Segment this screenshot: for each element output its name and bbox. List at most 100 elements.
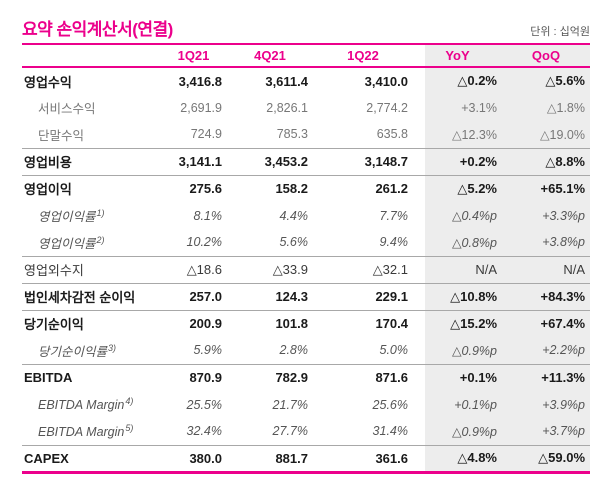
table-row: CAPEX 380.0 881.7 361.6 △4.8% △59.0% bbox=[22, 445, 590, 474]
value-1q21: 3,416.8 bbox=[178, 73, 222, 89]
value-4q21: 3,453.2 bbox=[227, 148, 313, 176]
footnote-marker: 5) bbox=[125, 423, 134, 434]
value-4q21: 21.7% bbox=[272, 397, 308, 412]
value-qoq: +2.2%p bbox=[502, 337, 590, 365]
value-yoy: △4.8% bbox=[413, 445, 502, 474]
value-1q22: 3,148.7 bbox=[313, 148, 413, 176]
value-1q22: 361.6 bbox=[313, 445, 413, 474]
table-body: 영업수익 3,416.8 3,611.4 3,410.0 △0.2% △5.6% 서비스수익… bbox=[22, 67, 590, 474]
table-header-row: 1Q21 4Q21 1Q22 YoY QoQ bbox=[22, 43, 590, 68]
row-label: 당기순이익률3) bbox=[22, 337, 160, 365]
value-4q21: 881.7 bbox=[227, 445, 313, 474]
value-4q21: 782.9 bbox=[275, 370, 308, 386]
value-1q21: 25.5% bbox=[186, 397, 222, 412]
footnote-marker: 4) bbox=[125, 396, 134, 407]
value-1q22: 3,410.0 bbox=[364, 73, 408, 89]
value-4q21: △33.9 bbox=[227, 256, 313, 284]
header-1q22: 1Q22 bbox=[313, 43, 413, 68]
value-yoy: △0.9%p bbox=[413, 337, 502, 365]
value-4q21: 3,611.4 bbox=[265, 73, 308, 89]
value-yoy: N/A bbox=[413, 256, 502, 284]
value-qoq: +84.3% bbox=[502, 283, 590, 311]
row-label: EBITDA Margin4) bbox=[38, 396, 134, 413]
value-1q22: 5.0% bbox=[313, 337, 413, 365]
page-header: 요약 손익계산서(연결) 단위 : 십억원 bbox=[0, 0, 601, 40]
value-1q21: 32.4% bbox=[160, 418, 227, 446]
value-1q21: 275.6 bbox=[189, 181, 222, 197]
table-row: 영업비용 3,141.1 3,453.2 3,148.7 +0.2% △8.8% bbox=[22, 148, 590, 176]
value-qoq: △5.6% bbox=[502, 67, 590, 94]
value-1q21: 200.9 bbox=[189, 316, 222, 332]
value-1q22: 229.1 bbox=[313, 283, 413, 311]
value-yoy: △0.4%p bbox=[413, 202, 502, 229]
row-label: 당기순이익 bbox=[24, 317, 84, 333]
row-label: 영업수익 bbox=[24, 74, 72, 90]
value-1q22: 635.8 bbox=[313, 121, 413, 149]
value-yoy: △5.2% bbox=[413, 175, 502, 202]
value-qoq: △59.0% bbox=[502, 445, 590, 474]
table-row: EBITDA Margin4) 25.5% 21.7% 25.6% +0.1%p +3.9… bbox=[22, 391, 590, 418]
footnote-marker: 3) bbox=[108, 342, 117, 353]
value-1q21: 870.9 bbox=[189, 370, 222, 386]
value-1q21: 8.1% bbox=[193, 208, 223, 223]
value-yoy: △10.8% bbox=[413, 283, 502, 311]
value-4q21: 158.2 bbox=[275, 181, 308, 197]
value-1q22: 261.2 bbox=[375, 181, 408, 197]
table-row: EBITDA Margin5) 32.4% 27.7% 31.4% △0.9%p +3.7… bbox=[22, 418, 590, 446]
header-qoq: QoQ bbox=[502, 43, 590, 68]
value-4q21: 4.4% bbox=[279, 208, 309, 223]
value-yoy: +0.1%p bbox=[413, 391, 502, 418]
value-qoq: △1.8% bbox=[502, 94, 590, 121]
value-yoy: △15.2% bbox=[413, 310, 502, 337]
header-1q21: 1Q21 bbox=[160, 43, 227, 68]
table-row: 영업외수지 △18.6 △33.9 △32.1 N/A N/A bbox=[22, 256, 590, 284]
value-yoy: △0.9%p bbox=[413, 418, 502, 446]
row-label: 영업이익률2) bbox=[22, 229, 160, 257]
value-1q22: 7.7% bbox=[379, 208, 409, 223]
footnote-marker: 2) bbox=[96, 234, 105, 245]
value-yoy: +0.1% bbox=[413, 364, 502, 391]
table-row: 법인세차감전 순이익 257.0 124.3 229.1 △10.8% +84.3% bbox=[22, 283, 590, 311]
value-1q21: △18.6 bbox=[160, 256, 227, 284]
page-title: 요약 손익계산서(연결) bbox=[22, 20, 173, 39]
value-4q21: 785.3 bbox=[227, 121, 313, 149]
value-1q22: △32.1 bbox=[313, 256, 413, 284]
value-4q21: 27.7% bbox=[227, 418, 313, 446]
value-qoq: +11.3% bbox=[502, 364, 590, 391]
unit-label: 단위 : 십억원 bbox=[530, 26, 590, 38]
value-1q22: 170.4 bbox=[375, 316, 408, 332]
value-qoq: +67.4% bbox=[502, 310, 590, 337]
value-1q21: 257.0 bbox=[160, 283, 227, 311]
value-4q21: 2,826.1 bbox=[266, 100, 308, 115]
value-4q21: 124.3 bbox=[227, 283, 313, 311]
value-qoq: +3.9%p bbox=[502, 391, 590, 418]
header-empty bbox=[22, 43, 160, 68]
table-row: 영업이익 275.6 158.2 261.2 △5.2% +65.1% bbox=[22, 175, 590, 202]
value-1q22: 871.6 bbox=[375, 370, 408, 386]
row-label: 법인세차감전 순이익 bbox=[22, 283, 160, 311]
row-label: 영업이익 bbox=[24, 182, 72, 198]
table-row: 당기순이익률3) 5.9% 2.8% 5.0% △0.9%p +2.2%p bbox=[22, 337, 590, 365]
value-1q22: 2,774.2 bbox=[366, 100, 408, 115]
value-yoy: △12.3% bbox=[413, 121, 502, 149]
value-4q21: 101.8 bbox=[275, 316, 308, 332]
value-qoq: +3.3%p bbox=[502, 202, 590, 229]
table-row: 서비스수익 2,691.9 2,826.1 2,774.2 +3.1% △1.8% bbox=[22, 94, 590, 121]
value-1q21: 380.0 bbox=[160, 445, 227, 474]
value-1q22: 31.4% bbox=[313, 418, 413, 446]
value-qoq: △19.0% bbox=[502, 121, 590, 149]
value-qoq: N/A bbox=[502, 256, 590, 284]
value-1q21: 724.9 bbox=[160, 121, 227, 149]
table-row: 영업이익률2) 10.2% 5.6% 9.4% △0.8%p +3.8%p bbox=[22, 229, 590, 257]
value-1q21: 10.2% bbox=[160, 229, 227, 257]
value-1q22: 25.6% bbox=[372, 397, 408, 412]
value-yoy: △0.2% bbox=[413, 67, 502, 94]
header-4q21: 4Q21 bbox=[227, 43, 313, 68]
value-qoq: +65.1% bbox=[502, 175, 590, 202]
value-1q21: 3,141.1 bbox=[160, 148, 227, 176]
header-yoy: YoY bbox=[413, 43, 502, 68]
table-row: 영업수익 3,416.8 3,611.4 3,410.0 △0.2% △5.6% bbox=[22, 67, 590, 94]
value-qoq: △8.8% bbox=[502, 148, 590, 176]
income-statement-table: 1Q21 4Q21 1Q22 YoY QoQ 영업수익 3,416.8 3,611.… bbox=[22, 43, 590, 474]
